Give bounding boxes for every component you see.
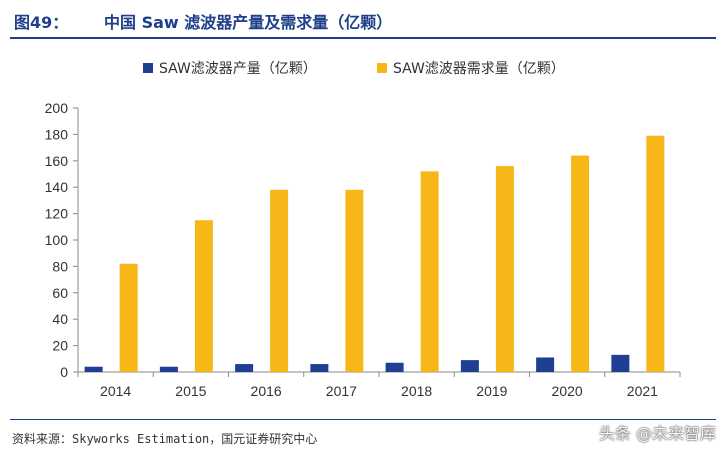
bar-production: [159, 366, 178, 372]
y-tick-label: 120: [45, 206, 69, 222]
y-tick-label: 100: [45, 232, 69, 248]
y-tick-label: 180: [45, 126, 69, 142]
x-tick-label: 2018: [401, 383, 432, 399]
bar-production: [460, 360, 479, 372]
x-tick-label: 2020: [552, 383, 583, 399]
x-tick-label: 2021: [627, 383, 658, 399]
watermark: 头条 @未来智库: [598, 424, 716, 443]
bar-demand: [495, 166, 514, 372]
chart-title: 中国 Saw 滤波器产量及需求量（亿颗）: [104, 13, 393, 32]
x-tick-label: 2017: [326, 383, 357, 399]
x-tick-label: 2015: [175, 383, 206, 399]
bottom-rule: [10, 419, 716, 420]
y-tick-label: 40: [52, 311, 68, 327]
x-tick-label: 2019: [476, 383, 507, 399]
y-tick-label: 60: [52, 285, 68, 301]
bar-demand: [194, 220, 213, 372]
y-tick-label: 200: [45, 100, 69, 116]
legend-item-demand: SAW滤波器需求量（亿颗）: [377, 58, 565, 78]
legend-item-production: SAW滤波器产量（亿颗）: [143, 58, 317, 78]
figure-label: 图49：: [14, 13, 69, 32]
bar-production: [84, 366, 103, 372]
top-rule: [10, 37, 716, 39]
y-tick-label: 20: [52, 338, 68, 354]
y-tick-label: 80: [52, 258, 68, 274]
legend-label-demand: SAW滤波器需求量（亿颗）: [393, 61, 565, 77]
bar-demand: [270, 189, 289, 372]
bar-production: [611, 354, 630, 372]
legend-swatch-demand: [377, 63, 387, 73]
source-note: 资料来源：Skyworks Estimation，国元证券研究中心: [12, 432, 318, 446]
y-tick-label: 160: [45, 153, 69, 169]
x-tick-label: 2014: [100, 383, 131, 399]
bar-production: [385, 362, 404, 372]
y-tick-label: 140: [45, 179, 69, 195]
bar-demand: [646, 135, 665, 372]
figure-header: 图49： 中国 Saw 滤波器产量及需求量（亿颗）: [0, 0, 726, 36]
chart-legend: SAW滤波器产量（亿颗） SAW滤波器需求量（亿颗）: [0, 58, 726, 82]
bar-demand: [571, 155, 590, 372]
bar-production: [536, 357, 555, 372]
bar-production: [310, 364, 329, 372]
legend-swatch-production: [143, 63, 153, 73]
legend-label-production: SAW滤波器产量（亿颗）: [159, 61, 317, 77]
bar-production: [235, 364, 254, 372]
x-tick-label: 2016: [251, 383, 282, 399]
bar-demand: [119, 263, 138, 372]
bar-demand: [345, 189, 364, 372]
bar-chart: 0 20 40 60 80 100 120 140 160 180 200 2014 2015 2016 2…: [45, 100, 681, 399]
y-tick-label: 0: [60, 364, 68, 380]
bar-demand: [420, 171, 439, 372]
